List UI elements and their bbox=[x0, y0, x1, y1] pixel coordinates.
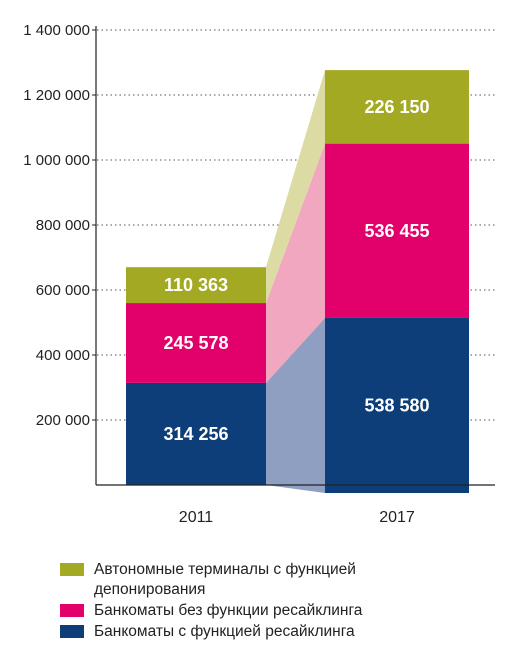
legend-swatch bbox=[60, 604, 84, 617]
connector-wedge bbox=[266, 70, 325, 304]
bars bbox=[126, 70, 469, 493]
legend-item-atm-recycling: Банкоматы с функцией ресайклинга bbox=[60, 622, 500, 642]
data-label: 536 455 bbox=[364, 221, 429, 241]
bar-segment bbox=[126, 382, 266, 485]
bar-segment bbox=[126, 267, 266, 304]
y-tick-label: 600 000 bbox=[36, 282, 90, 299]
y-tick-label: 800 000 bbox=[36, 217, 90, 234]
legend-label-line-1: Автономные терминалы с функцией bbox=[94, 561, 356, 578]
x-tick-label: 2017 bbox=[379, 509, 415, 526]
data-label: 245 578 bbox=[163, 333, 228, 353]
y-tick-label: 1 000 000 bbox=[23, 152, 90, 169]
legend-label: Банкоматы без функции ресайклинга bbox=[94, 602, 363, 619]
bar-segment bbox=[325, 143, 469, 318]
y-tick-label: 400 000 bbox=[36, 347, 90, 364]
data-label: 110 363 bbox=[164, 275, 228, 295]
legend-swatch bbox=[60, 563, 84, 576]
data-label: 538 580 bbox=[364, 395, 429, 415]
legend-item-atm-no-recycling: Банкоматы без функции ресайклинга bbox=[60, 601, 500, 621]
chart: 200 000 400 000 600 000 800 000 1 000 000 1 2… bbox=[23, 22, 495, 526]
legend-item-deposit-terminals: Автономные терминалы с функцией депониро… bbox=[60, 560, 500, 600]
y-tick-label: 1 200 000 bbox=[23, 87, 90, 104]
legend: Автономные терминалы с функцией депониро… bbox=[60, 560, 500, 643]
bar-segment bbox=[126, 303, 266, 383]
data-label: 314 256 bbox=[163, 424, 228, 444]
bar-segment bbox=[325, 317, 469, 493]
legend-swatch bbox=[60, 625, 84, 638]
legend-label: Банкоматы с функцией ресайклинга bbox=[94, 623, 355, 640]
stacked-bar-chart: 200 000 400 000 600 000 800 000 1 000 000 1 2… bbox=[23, 22, 495, 526]
bar-segment bbox=[325, 70, 469, 144]
connectors bbox=[266, 70, 325, 493]
data-label: 226 150 bbox=[364, 97, 429, 117]
x-tick-label: 2011 bbox=[179, 509, 214, 526]
data-labels: 314 256 245 578 110 363 538 580 536 455 226 1… bbox=[163, 97, 429, 444]
y-tick-label: 200 000 bbox=[36, 412, 90, 429]
y-tick-label: 1 400 000 bbox=[23, 22, 90, 39]
connector-wedge bbox=[266, 143, 325, 383]
connector-wedge bbox=[266, 317, 325, 493]
legend-label-line-2: депонирования bbox=[94, 581, 206, 598]
axes: 200 000 400 000 600 000 800 000 1 000 000 1 2… bbox=[23, 22, 495, 526]
